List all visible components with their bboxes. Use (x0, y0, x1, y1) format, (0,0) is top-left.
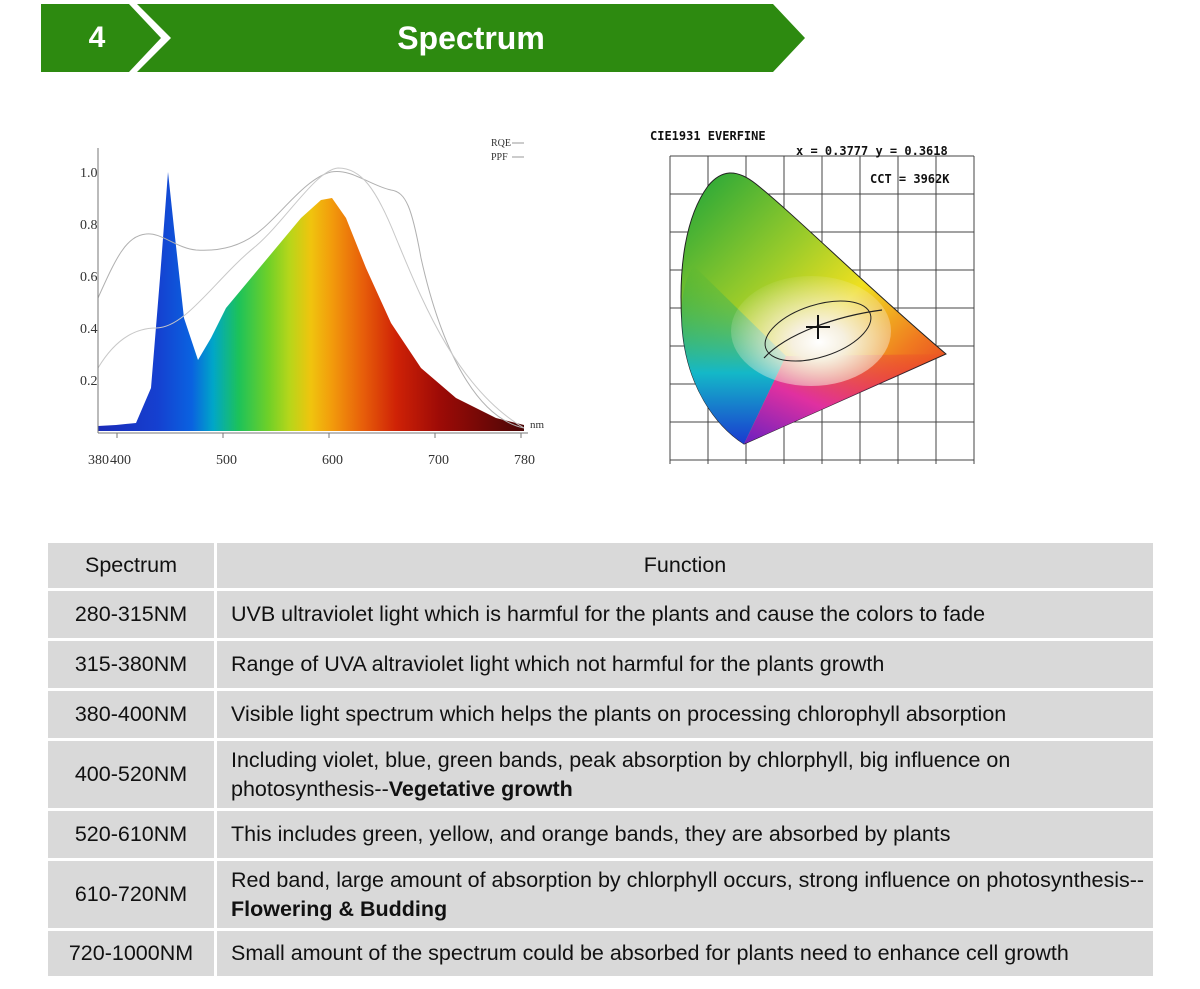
x-tick-780: 780 (514, 453, 535, 468)
table-header-row: Spectrum Function (45, 540, 1156, 591)
table-row: 380-400NM Visible light spectrum which h… (45, 688, 1156, 741)
y-tick-0.6: 0.6 (80, 270, 98, 285)
x-tick-400: 400 (110, 453, 131, 468)
section-number-badge: 4 (41, 4, 161, 72)
section-number: 4 (88, 21, 106, 54)
legend-rqe: RQE (491, 138, 511, 149)
rqe-curve (97, 170, 525, 429)
x-tick-700: 700 (428, 453, 449, 468)
row-function: This includes green, yellow, and orange … (214, 808, 1156, 861)
row-range: 520-610NM (45, 808, 217, 861)
row-function-text: Red band, large amount of absorption by … (231, 867, 1145, 892)
x-tick-500: 500 (216, 453, 237, 468)
table-row: 400-520NM Including violet, blue, green … (45, 738, 1156, 811)
spectrum-function-table: Spectrum Function 280-315NM UVB ultravio… (45, 540, 1156, 979)
header-spectrum: Spectrum (45, 540, 217, 591)
y-tick-0.4: 0.4 (80, 322, 98, 337)
row-function: Range of UVA altraviolet light which not… (214, 638, 1156, 691)
table-row: 280-315NM UVB ultraviolet light which is… (45, 588, 1156, 641)
y-tick-0.2: 0.2 (80, 374, 98, 389)
y-tick-1: 1.0 (80, 166, 98, 181)
row-function: UVB ultraviolet light which is harmful f… (214, 588, 1156, 641)
header-function: Function (214, 540, 1156, 591)
row-function-text: Visible light spectrum which helps the p… (231, 702, 1007, 726)
row-function-bold: Vegetative growth (388, 776, 573, 801)
table-row: 315-380NM Range of UVA altraviolet light… (45, 638, 1156, 691)
section-title-banner: Spectrum (137, 4, 805, 72)
row-range: 400-520NM (45, 738, 217, 811)
x-unit: nm (530, 419, 545, 431)
row-function: Small amount of the spectrum could be ab… (214, 928, 1156, 979)
row-range: 380-400NM (45, 688, 217, 741)
row-range: 280-315NM (45, 588, 217, 641)
ppf-curve (97, 167, 525, 429)
section-title: Spectrum (397, 20, 545, 56)
row-function-bold: Flowering & Budding (231, 896, 448, 921)
row-function-text: Small amount of the spectrum could be ab… (231, 941, 1069, 965)
row-range: 610-720NM (45, 858, 217, 931)
x-tick-380: 380 (88, 453, 109, 468)
table-row: 720-1000NM Small amount of the spectrum … (45, 928, 1156, 979)
table-row: 520-610NM This includes green, yellow, a… (45, 808, 1156, 861)
row-function-text: This includes green, yellow, and orange … (231, 822, 951, 846)
row-function: Including violet, blue, green bands, pea… (214, 738, 1156, 811)
row-function-text: Range of UVA altraviolet light which not… (231, 652, 885, 676)
y-tick-0.8: 0.8 (80, 218, 98, 233)
spectrum-distribution-chart: RQE PPF 1.0 0.8 0.6 0.4 0.2 380 400 500 … (76, 128, 546, 473)
row-function-text: Including violet, blue, green bands, pea… (231, 747, 1011, 801)
cie-title: CIE1931 EVERFINE (650, 129, 766, 143)
table-row: 610-720NM Red band, large amount of abso… (45, 858, 1156, 931)
cie-cct: CCT = 3962K (870, 172, 950, 186)
cie-coords: x = 0.3777 y = 0.3618 (796, 144, 948, 158)
row-range: 315-380NM (45, 638, 217, 691)
spectrum-curve-fill (98, 172, 524, 431)
row-range: 720-1000NM (45, 928, 217, 979)
row-function: Visible light spectrum which helps the p… (214, 688, 1156, 741)
cie-chromaticity-diagram: CIE1931 EVERFINE x = 0.3777 y = 0.3618 C… (646, 126, 1004, 471)
legend-ppf: PPF (491, 152, 508, 163)
row-function: Red band, large amount of absorption by … (214, 858, 1156, 931)
row-function-text: UVB ultraviolet light which is harmful f… (231, 602, 986, 626)
x-tick-600: 600 (322, 453, 343, 468)
